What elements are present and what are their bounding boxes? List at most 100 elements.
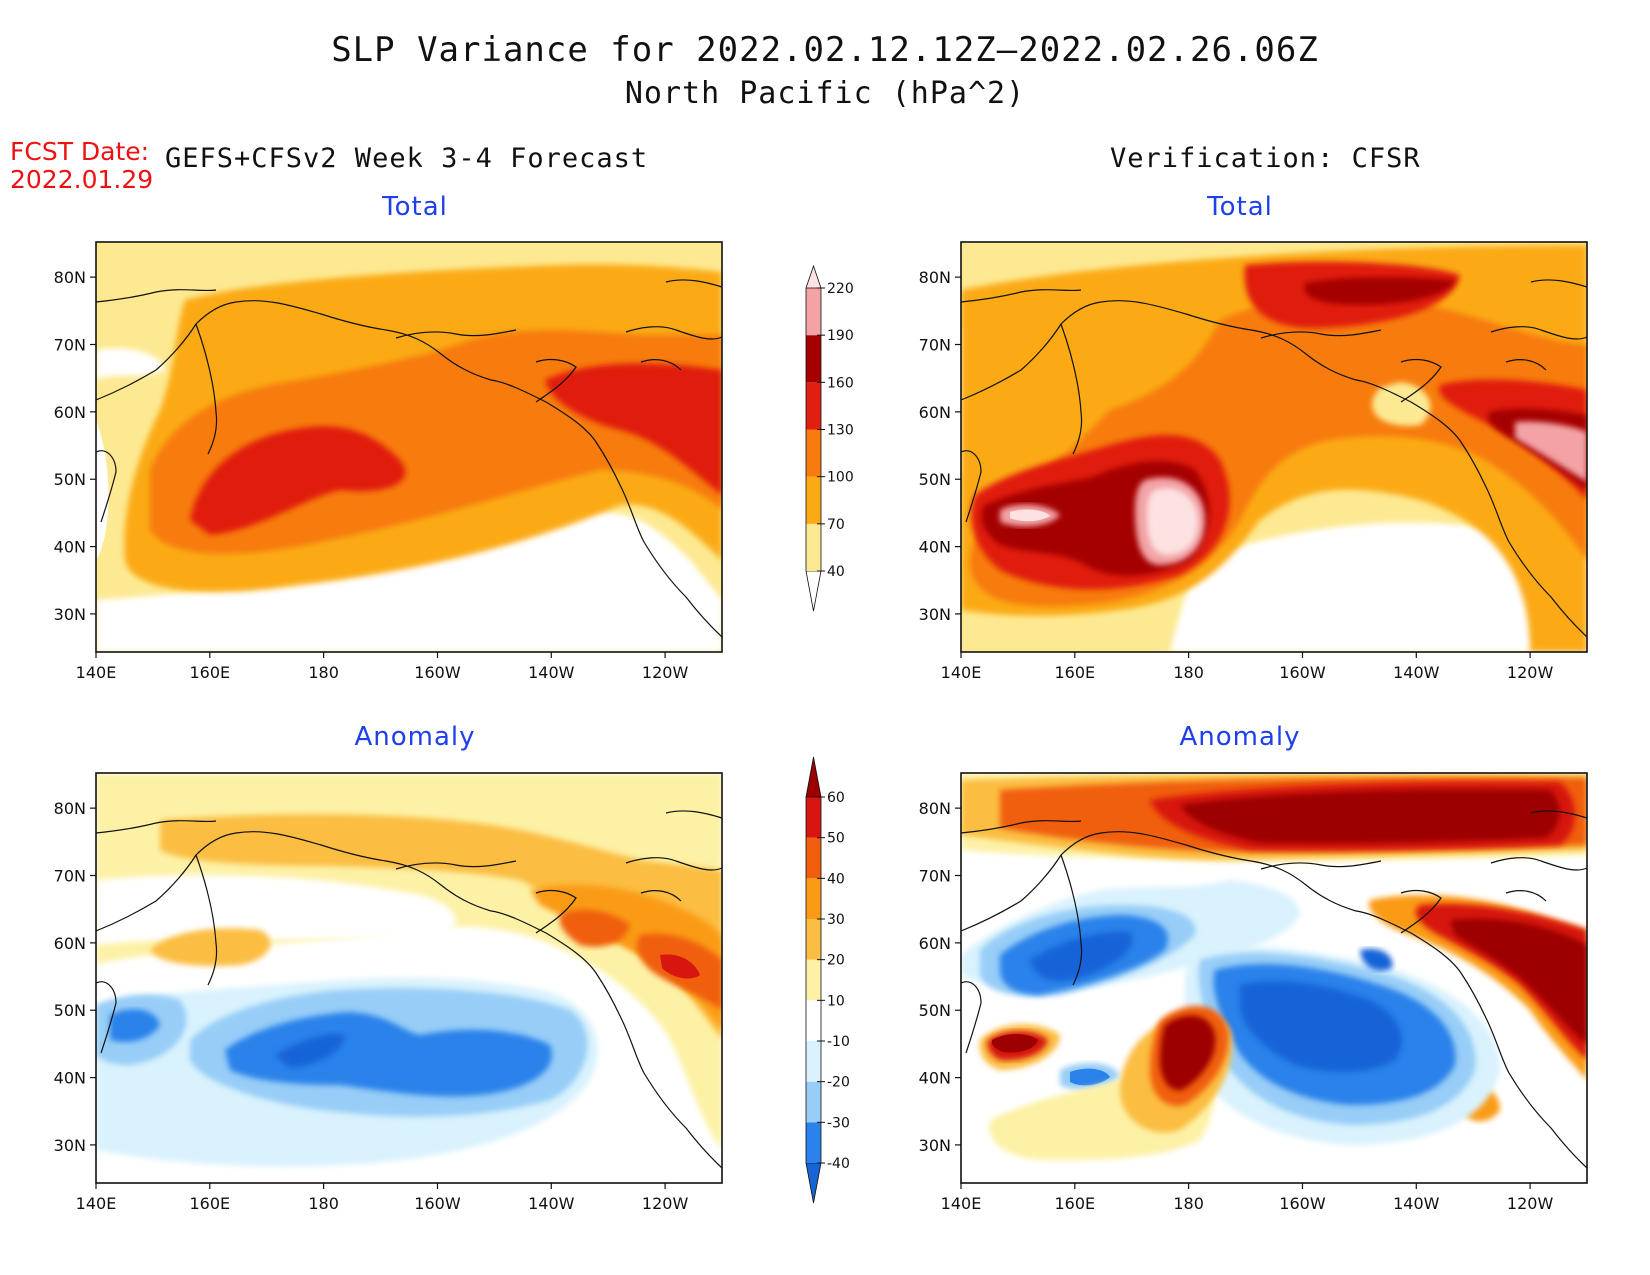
colorbar-level-label: 40 bbox=[827, 564, 845, 580]
lon-tick-label: 140W bbox=[1393, 663, 1440, 682]
forecast-column-heading: GEFS+CFSv2 Week 3-4 Forecast bbox=[165, 143, 649, 174]
lon-tick-label: 160E bbox=[1054, 663, 1095, 682]
lon-tick-label: 140E bbox=[941, 1194, 982, 1213]
lon-tick-label: 160E bbox=[189, 663, 230, 682]
lon-tick-label: 180 bbox=[1173, 663, 1204, 682]
lat-tick-label: 30N bbox=[54, 605, 86, 624]
colorbar-level-label: -10 bbox=[827, 1034, 850, 1050]
colorbar-level-label: -30 bbox=[827, 1115, 850, 1131]
panel-verification-anomaly-axes: 140E 160E 180 160W 140W 120W 80N 70N 60N 50N 40N 30… bbox=[919, 772, 1588, 1213]
lat-tick-label: 30N bbox=[919, 605, 951, 624]
lat-tick-label: 70N bbox=[919, 336, 951, 355]
colorbar-level-label: -20 bbox=[827, 1075, 850, 1091]
lat-tick-label: 60N bbox=[919, 934, 951, 953]
panel-forecast-total-axes: 140E 160E 180 160W 140W 120W 80N 70N 60N 50N 40N 30… bbox=[54, 241, 723, 682]
colorbar-swatch bbox=[805, 756, 822, 798]
lon-tick-label: 120W bbox=[642, 663, 689, 682]
lat-tick-label: 70N bbox=[919, 867, 951, 886]
lat-tick-label: 50N bbox=[54, 470, 86, 489]
colorbar-level-label: 70 bbox=[827, 517, 845, 533]
colorbar-level-label: 100 bbox=[827, 470, 854, 486]
lon-tick-label: 160W bbox=[1279, 1194, 1326, 1213]
panel-frame bbox=[95, 772, 723, 1184]
lat-tick-label: 80N bbox=[919, 799, 951, 818]
colorbar-swatch bbox=[806, 1041, 821, 1082]
forecast-date-label: FCST Date: bbox=[10, 137, 150, 166]
lon-tick-label: 120W bbox=[1507, 1194, 1554, 1213]
colorbar-level-label: 10 bbox=[827, 993, 845, 1009]
lon-tick-label: 160W bbox=[1279, 663, 1326, 682]
map-forecast-anomaly bbox=[96, 773, 722, 1183]
figure-title-line1: SLP Variance for 2022.02.12.12Z–2022.02.… bbox=[331, 30, 1319, 70]
lon-tick-label: 180 bbox=[308, 1194, 339, 1213]
lon-tick-label: 120W bbox=[642, 1194, 689, 1213]
colorbar-swatch bbox=[806, 1081, 821, 1123]
colorbar-swatch bbox=[806, 476, 821, 524]
lon-tick-label: 140W bbox=[1393, 1194, 1440, 1213]
colorbar-anomaly: -40 -30 -20 -10 10 20 30 40 50 60 bbox=[805, 756, 850, 1204]
lat-tick-label: 60N bbox=[54, 403, 86, 422]
lon-tick-label: 140W bbox=[528, 1194, 575, 1213]
colorbar-swatch bbox=[806, 429, 821, 477]
lat-tick-label: 50N bbox=[919, 470, 951, 489]
map-forecast-total bbox=[96, 242, 722, 652]
lon-tick-label: 160E bbox=[189, 1194, 230, 1213]
colorbar-swatch bbox=[806, 382, 821, 430]
lat-tick-label: 50N bbox=[919, 1001, 951, 1020]
lon-tick-label: 140E bbox=[76, 1194, 117, 1213]
lat-tick-label: 60N bbox=[919, 403, 951, 422]
panel-title-verification-anomaly: Anomaly bbox=[1179, 722, 1301, 752]
colorbar-swatch bbox=[806, 797, 821, 838]
lon-tick-label: 160E bbox=[1054, 1194, 1095, 1213]
colorbar-level-label: 160 bbox=[827, 375, 854, 391]
lon-tick-label: 180 bbox=[308, 663, 339, 682]
colorbar-level-label: 130 bbox=[827, 423, 854, 439]
lat-tick-label: 70N bbox=[54, 867, 86, 886]
lon-tick-label: 160W bbox=[414, 663, 461, 682]
lat-tick-label: 80N bbox=[919, 268, 951, 287]
panel-title-forecast-anomaly: Anomaly bbox=[354, 722, 476, 752]
lat-tick-label: 70N bbox=[54, 336, 86, 355]
lon-tick-label: 160W bbox=[414, 1194, 461, 1213]
colorbar-level-label: 50 bbox=[827, 831, 845, 847]
lat-tick-label: 80N bbox=[54, 799, 86, 818]
lat-tick-label: 40N bbox=[54, 1069, 86, 1088]
colorbar-level-label: 220 bbox=[827, 281, 854, 297]
coastline-verification-total bbox=[960, 279, 1588, 638]
colorbar-swatch bbox=[806, 523, 821, 571]
coastline-verification-anomaly bbox=[960, 810, 1588, 1169]
colorbar-level-label: 30 bbox=[827, 912, 845, 928]
colorbar-swatch bbox=[806, 837, 821, 879]
colorbar-level-label: -40 bbox=[827, 1156, 850, 1172]
colorbar-swatch bbox=[806, 1122, 821, 1163]
colorbar-level-label: 40 bbox=[827, 871, 845, 887]
forecast-date-value: 2022.01.29 bbox=[10, 165, 154, 194]
lon-tick-label: 180 bbox=[1173, 1194, 1204, 1213]
coastline-forecast-anomaly bbox=[95, 810, 723, 1169]
lon-tick-label: 140E bbox=[76, 663, 117, 682]
colorbar-level-label: 60 bbox=[827, 790, 845, 806]
lat-tick-label: 80N bbox=[54, 268, 86, 287]
colorbar-level-label: 190 bbox=[827, 328, 854, 344]
lat-tick-label: 40N bbox=[919, 538, 951, 557]
lat-tick-label: 30N bbox=[54, 1136, 86, 1155]
colorbar-swatch bbox=[805, 264, 822, 289]
map-verification-anomaly bbox=[961, 773, 1587, 1183]
panel-frame bbox=[960, 772, 1588, 1184]
colorbar-level-label: 20 bbox=[827, 953, 845, 969]
colorbar-swatch bbox=[806, 1000, 821, 1041]
figure-title-line2: North Pacific (hPa^2) bbox=[624, 76, 1026, 111]
panel-verification-total-axes: 140E 160E 180 160W 140W 120W 80N 70N 60N 50N 40N 30… bbox=[919, 241, 1588, 682]
lat-tick-label: 40N bbox=[54, 538, 86, 557]
panel-title-verification-total: Total bbox=[1207, 192, 1273, 222]
colorbar-swatch bbox=[806, 919, 821, 960]
lat-tick-label: 30N bbox=[919, 1136, 951, 1155]
colorbar-swatch bbox=[806, 335, 821, 383]
panel-forecast-anomaly-axes: 140E 160E 180 160W 140W 120W 80N 70N 60N 50N 40N 30… bbox=[54, 772, 723, 1213]
colorbar-swatch bbox=[806, 959, 821, 1001]
verification-column-heading: Verification: CFSR bbox=[1110, 143, 1421, 174]
panel-frame bbox=[960, 241, 1588, 653]
forecast-date: FCST Date: 2022.01.29 bbox=[10, 138, 153, 194]
colorbar-swatch bbox=[805, 1162, 822, 1204]
